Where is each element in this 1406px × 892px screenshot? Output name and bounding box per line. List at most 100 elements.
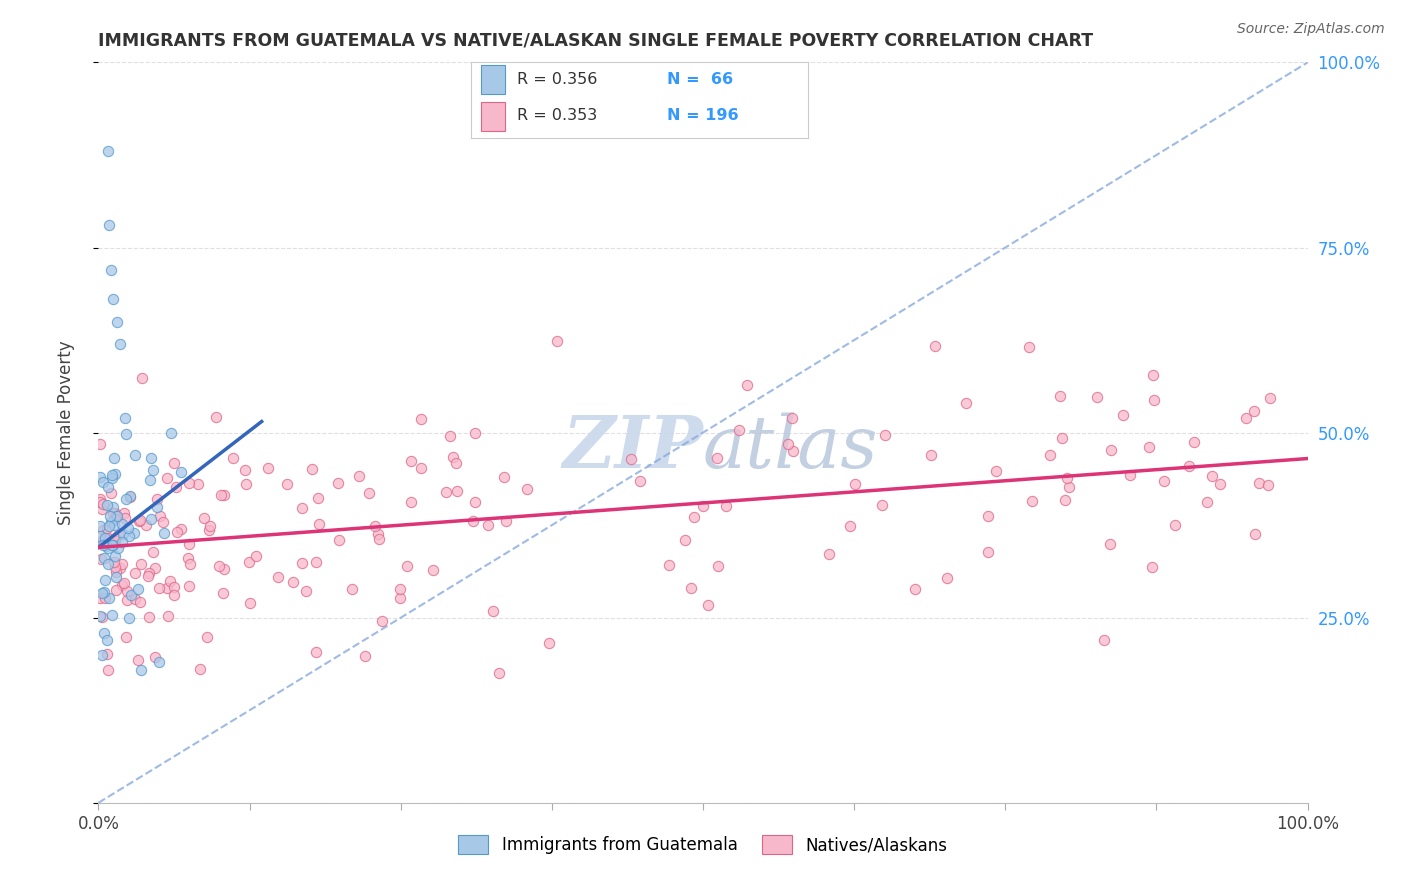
Point xyxy=(735,378,758,392)
Point xyxy=(368,533,391,547)
Point xyxy=(152,515,174,529)
Point xyxy=(1039,448,1062,462)
Point xyxy=(105,565,128,579)
Point xyxy=(904,582,927,596)
Point xyxy=(100,262,122,277)
Point xyxy=(212,586,235,600)
Point xyxy=(782,444,804,458)
Point xyxy=(160,425,183,440)
Point xyxy=(103,506,125,520)
Point xyxy=(1258,391,1281,405)
Point xyxy=(658,558,681,572)
Point xyxy=(1099,442,1122,457)
Point xyxy=(1119,467,1142,482)
Point xyxy=(103,450,125,465)
Point xyxy=(1244,527,1267,541)
Text: IMMIGRANTS FROM GUATEMALA VS NATIVE/ALASKAN SINGLE FEMALE POVERTY CORRELATION CH: IMMIGRANTS FROM GUATEMALA VS NATIVE/ALAS… xyxy=(98,32,1094,50)
Point xyxy=(105,509,128,524)
Point xyxy=(281,574,304,589)
Point xyxy=(1092,632,1115,647)
Point xyxy=(1257,478,1279,492)
Point xyxy=(276,477,298,491)
Point xyxy=(177,579,200,593)
Point xyxy=(388,582,411,596)
Point xyxy=(239,596,262,610)
Point xyxy=(96,498,118,512)
Point xyxy=(97,541,120,555)
Point xyxy=(1201,469,1223,483)
Point xyxy=(1142,560,1164,574)
Point xyxy=(139,512,162,526)
Point xyxy=(129,513,152,527)
Point xyxy=(115,630,138,644)
Point xyxy=(257,461,280,475)
Point xyxy=(138,566,160,580)
Point xyxy=(122,525,145,540)
Point xyxy=(108,336,131,351)
Y-axis label: Single Female Poverty: Single Female Poverty xyxy=(56,341,75,524)
Point xyxy=(89,529,111,543)
Point xyxy=(935,571,957,585)
Point xyxy=(98,509,121,524)
Point xyxy=(101,500,124,514)
Point xyxy=(439,429,461,443)
Point xyxy=(347,469,370,483)
Point xyxy=(209,488,232,502)
Point xyxy=(104,549,127,563)
Point xyxy=(96,648,118,662)
Point xyxy=(388,591,411,606)
Point xyxy=(187,476,209,491)
Point xyxy=(778,437,800,451)
Point xyxy=(104,509,127,524)
Point xyxy=(91,610,114,624)
Point xyxy=(267,570,290,584)
Point xyxy=(170,522,193,536)
Point xyxy=(105,314,128,328)
Point xyxy=(149,508,172,523)
Point xyxy=(221,450,243,465)
Point xyxy=(127,653,149,667)
Point xyxy=(838,519,860,533)
Point xyxy=(817,547,839,561)
Point xyxy=(1247,475,1270,490)
Point xyxy=(101,467,124,482)
Point xyxy=(1178,458,1201,473)
Point xyxy=(291,500,314,515)
Point xyxy=(399,495,422,509)
Point xyxy=(291,556,314,570)
Point xyxy=(93,584,115,599)
Point xyxy=(188,663,211,677)
Point xyxy=(103,555,125,569)
Point xyxy=(91,533,114,547)
Point xyxy=(97,591,120,605)
Point xyxy=(446,484,468,499)
Point xyxy=(1143,393,1166,408)
Point xyxy=(179,557,201,571)
Point xyxy=(1195,494,1218,508)
Point xyxy=(139,451,162,466)
Point xyxy=(165,480,187,494)
Point xyxy=(782,411,804,425)
Point xyxy=(716,499,738,513)
Point xyxy=(488,665,510,680)
Point xyxy=(166,525,188,540)
Point xyxy=(100,515,122,529)
Point xyxy=(91,648,114,662)
Point xyxy=(538,636,561,650)
Point xyxy=(340,582,363,596)
Point xyxy=(103,467,125,481)
Text: R = 0.356: R = 0.356 xyxy=(516,71,598,87)
Point xyxy=(163,580,186,594)
Point xyxy=(111,534,134,549)
Point xyxy=(546,334,568,348)
Point xyxy=(112,506,135,520)
Point xyxy=(707,559,730,574)
Point xyxy=(98,219,121,233)
Point xyxy=(131,558,153,572)
Point xyxy=(89,470,111,484)
Point xyxy=(245,549,267,563)
Point xyxy=(103,518,125,533)
Point xyxy=(145,500,167,514)
Point xyxy=(93,475,115,490)
Point xyxy=(307,491,329,505)
